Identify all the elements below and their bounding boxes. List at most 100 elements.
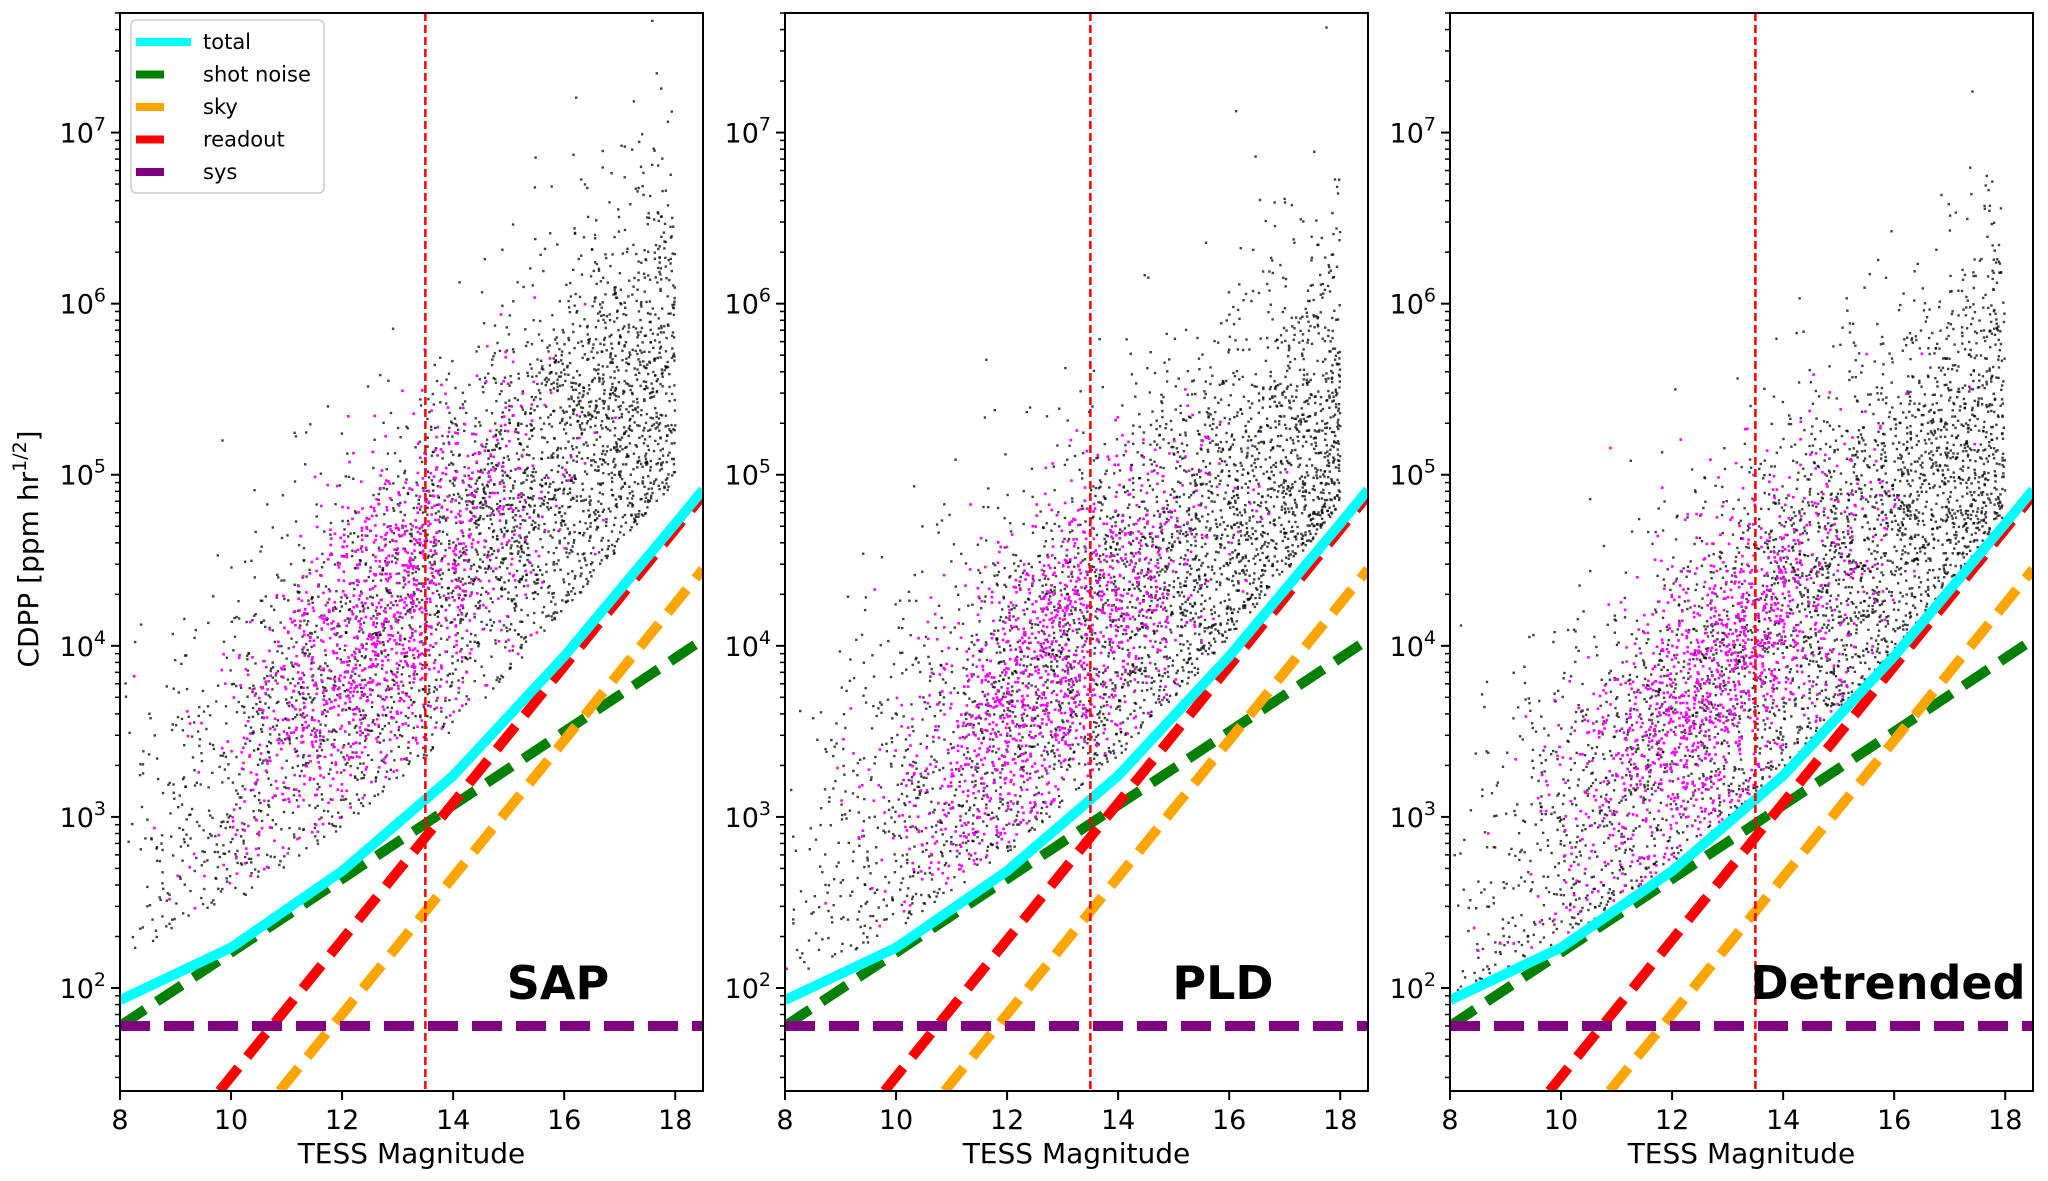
data-point	[635, 397, 639, 401]
data-point	[402, 586, 405, 589]
data-point	[627, 455, 630, 458]
highlight-point	[322, 621, 326, 624]
data-point	[530, 424, 533, 427]
data-point	[532, 568, 535, 572]
data-point	[650, 497, 653, 500]
data-point	[596, 469, 599, 473]
data-point	[339, 798, 343, 802]
highlight-point	[330, 753, 333, 757]
highlight-point	[423, 539, 427, 542]
highlight-point	[277, 741, 281, 745]
highlight-point	[323, 703, 326, 707]
data-point	[669, 257, 672, 261]
data-point	[1002, 660, 1005, 663]
highlight-point	[312, 661, 315, 664]
data-point	[517, 509, 520, 512]
data-point	[249, 789, 252, 792]
data-point	[644, 380, 648, 384]
data-point	[484, 696, 487, 699]
data-point	[542, 503, 546, 506]
data-point	[938, 887, 941, 891]
data-point	[637, 186, 640, 190]
data-point	[311, 657, 314, 660]
data-point	[1070, 612, 1073, 616]
highlight-point	[336, 644, 339, 647]
data-point	[549, 388, 552, 392]
data-point	[1096, 741, 1099, 745]
data-point	[600, 559, 603, 562]
data-point	[628, 384, 631, 388]
data-point	[600, 306, 603, 309]
data-point	[448, 604, 451, 607]
highlight-point	[419, 633, 422, 636]
data-point	[334, 825, 337, 828]
data-point	[457, 597, 461, 600]
data-point	[642, 380, 646, 383]
data-point	[654, 313, 657, 316]
data-point	[356, 637, 359, 640]
data-point	[227, 850, 231, 853]
data-point	[268, 626, 271, 630]
data-point	[977, 766, 980, 769]
data-point	[1105, 686, 1108, 689]
data-point	[259, 550, 262, 553]
data-point	[1312, 498, 1315, 502]
data-point	[1116, 553, 1119, 556]
highlight-point	[242, 761, 245, 765]
highlight-point	[555, 504, 558, 508]
highlight-point	[244, 668, 248, 671]
data-point	[554, 359, 557, 362]
data-point	[646, 492, 649, 495]
highlight-point	[267, 679, 270, 683]
data-point	[133, 946, 137, 949]
highlight-point	[390, 595, 394, 598]
data-point	[1059, 652, 1063, 655]
data-point	[672, 303, 676, 306]
highlight-point	[378, 559, 382, 563]
scatter-points	[785, 26, 1342, 970]
data-point	[539, 397, 542, 401]
data-point	[637, 333, 640, 337]
data-point	[426, 506, 429, 509]
data-point	[394, 620, 398, 623]
data-point	[645, 412, 649, 416]
data-point	[568, 552, 571, 555]
data-point	[352, 582, 355, 585]
data-point	[653, 339, 657, 342]
data-point	[451, 655, 454, 658]
highlight-point	[459, 650, 462, 653]
data-point	[320, 816, 323, 819]
data-point	[237, 700, 240, 704]
data-point	[514, 514, 517, 517]
data-point	[405, 478, 408, 481]
data-point	[301, 635, 304, 638]
data-point	[637, 358, 640, 361]
data-point	[476, 553, 479, 556]
highlight-point	[318, 817, 321, 821]
data-point	[573, 231, 577, 235]
highlight-point	[332, 688, 336, 692]
data-point	[625, 430, 628, 433]
data-point	[673, 409, 677, 412]
data-point	[659, 413, 662, 417]
highlight-point	[530, 633, 533, 637]
highlight-point	[375, 683, 379, 687]
highlight-point	[329, 784, 332, 788]
highlight-point	[328, 636, 332, 640]
highlight-point	[410, 602, 414, 606]
data-point	[369, 566, 372, 569]
highlight-point	[326, 622, 330, 626]
data-point	[155, 846, 159, 849]
data-point	[569, 454, 572, 457]
data-point	[646, 462, 649, 465]
data-point	[582, 585, 585, 588]
data-point	[212, 899, 215, 902]
data-point	[619, 473, 622, 476]
data-point	[1232, 495, 1236, 498]
data-point	[516, 281, 519, 284]
highlight-point	[332, 745, 335, 749]
highlight-point	[242, 736, 246, 740]
data-point	[376, 634, 379, 637]
highlight-point	[316, 754, 320, 758]
data-point	[642, 171, 645, 175]
